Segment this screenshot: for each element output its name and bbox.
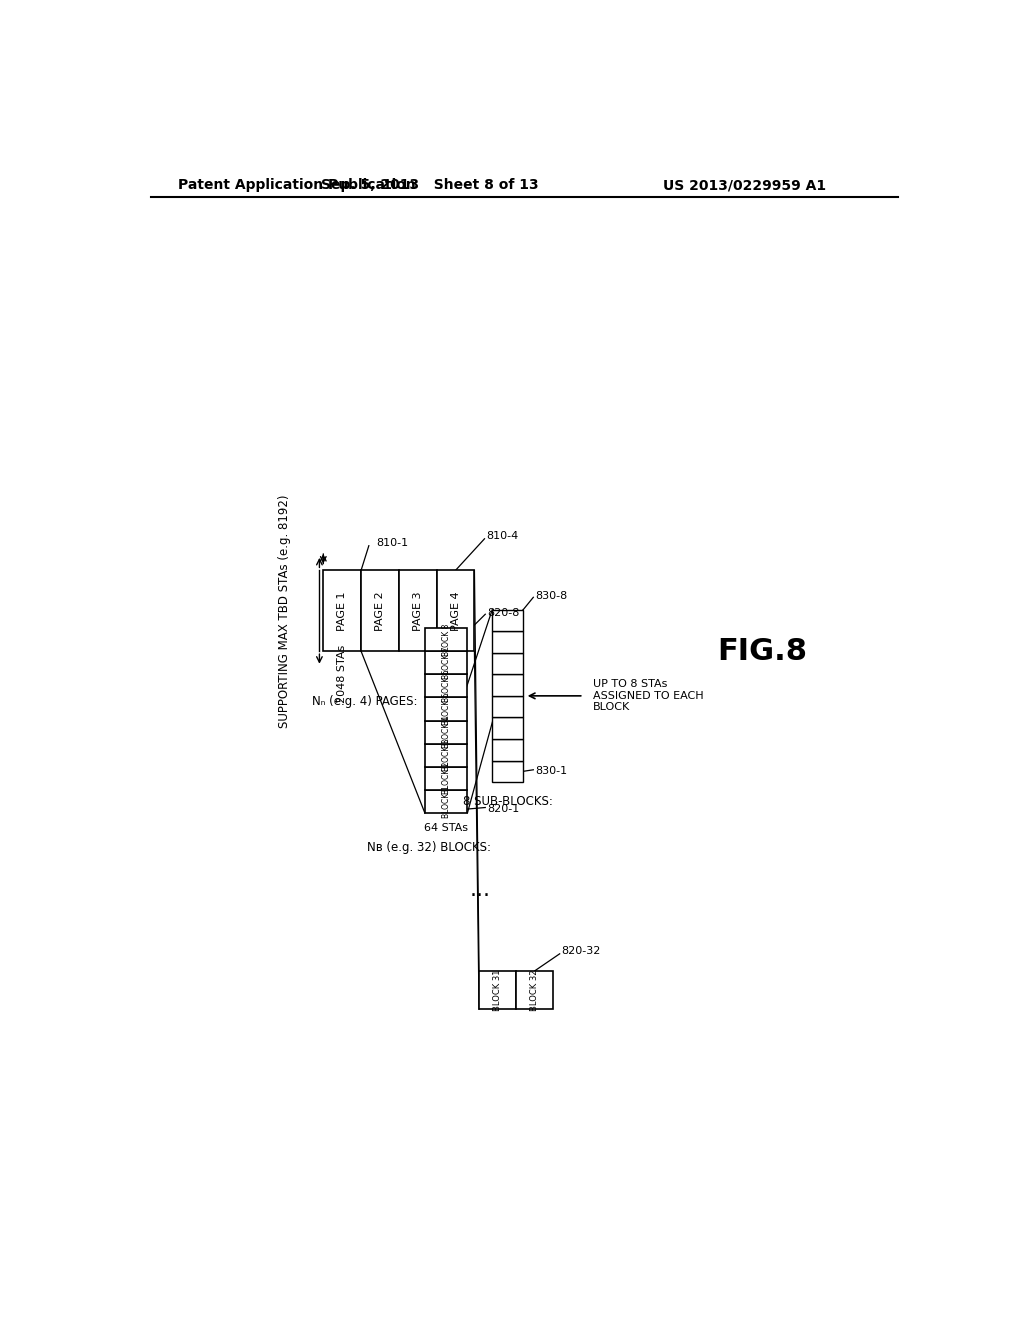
Text: PAGE 3: PAGE 3 <box>413 591 423 631</box>
Bar <box>493 653 523 675</box>
Bar <box>479 970 516 1010</box>
Bar <box>493 631 523 653</box>
Bar <box>425 721 467 743</box>
Text: BLOCK 31: BLOCK 31 <box>494 969 502 1011</box>
Bar <box>324 570 361 651</box>
Bar <box>425 789 467 813</box>
Bar <box>425 767 467 789</box>
Text: 64 STAs: 64 STAs <box>424 824 468 833</box>
Text: PAGE 4: PAGE 4 <box>451 591 461 631</box>
Text: US 2013/0229959 A1: US 2013/0229959 A1 <box>663 178 826 193</box>
Text: FIG.8: FIG.8 <box>717 636 807 665</box>
Text: BLOCK 4: BLOCK 4 <box>441 715 451 748</box>
Text: 8 SUB-BLOCKS:: 8 SUB-BLOCKS: <box>463 795 553 808</box>
Text: 820-32: 820-32 <box>561 946 601 957</box>
Text: BLOCK 6: BLOCK 6 <box>441 669 451 702</box>
Text: BLOCK 5: BLOCK 5 <box>441 693 451 725</box>
Text: BLOCK 1: BLOCK 1 <box>441 785 451 817</box>
Text: PAGE 2: PAGE 2 <box>375 591 385 631</box>
Text: 830-8: 830-8 <box>535 591 567 601</box>
Text: Nʙ (e.g. 32) BLOCKS:: Nʙ (e.g. 32) BLOCKS: <box>367 841 490 854</box>
Text: 820-8: 820-8 <box>486 607 519 618</box>
Text: PAGE 1: PAGE 1 <box>337 591 347 631</box>
Text: BLOCK 8: BLOCK 8 <box>441 623 451 656</box>
Bar <box>436 570 474 651</box>
Text: BLOCK 32: BLOCK 32 <box>530 969 540 1011</box>
Bar <box>493 675 523 696</box>
Bar <box>399 570 436 651</box>
Bar <box>493 760 523 781</box>
Bar <box>493 718 523 739</box>
Text: 2048 STAs: 2048 STAs <box>337 645 347 704</box>
Bar <box>425 628 467 651</box>
Bar <box>493 739 523 760</box>
Bar <box>516 970 554 1010</box>
Text: UP TO 8 STAs
ASSIGNED TO EACH
BLOCK: UP TO 8 STAs ASSIGNED TO EACH BLOCK <box>593 680 703 713</box>
Text: BLOCK 3: BLOCK 3 <box>441 739 451 771</box>
Bar <box>425 743 467 767</box>
Text: 830-1: 830-1 <box>535 767 567 776</box>
Text: Patent Application Publication: Patent Application Publication <box>178 178 416 193</box>
Text: Sep. 5, 2013   Sheet 8 of 13: Sep. 5, 2013 Sheet 8 of 13 <box>322 178 539 193</box>
Text: 810-1: 810-1 <box>377 539 409 548</box>
Text: BLOCK 2: BLOCK 2 <box>441 762 451 795</box>
Bar <box>425 697 467 721</box>
Text: SUPPORTING MAX TBD STAs (e.g. 8192): SUPPORTING MAX TBD STAs (e.g. 8192) <box>279 494 291 727</box>
Bar <box>493 610 523 631</box>
Text: Nₙ (e.g. 4) PAGES:: Nₙ (e.g. 4) PAGES: <box>311 694 417 708</box>
Text: 810-4: 810-4 <box>486 531 518 541</box>
Text: BLOCK 7: BLOCK 7 <box>441 647 451 678</box>
Text: 820-1: 820-1 <box>486 804 519 814</box>
Bar <box>425 675 467 697</box>
Bar <box>361 570 399 651</box>
Text: ...: ... <box>470 880 492 900</box>
Bar <box>493 696 523 718</box>
Bar <box>425 651 467 675</box>
